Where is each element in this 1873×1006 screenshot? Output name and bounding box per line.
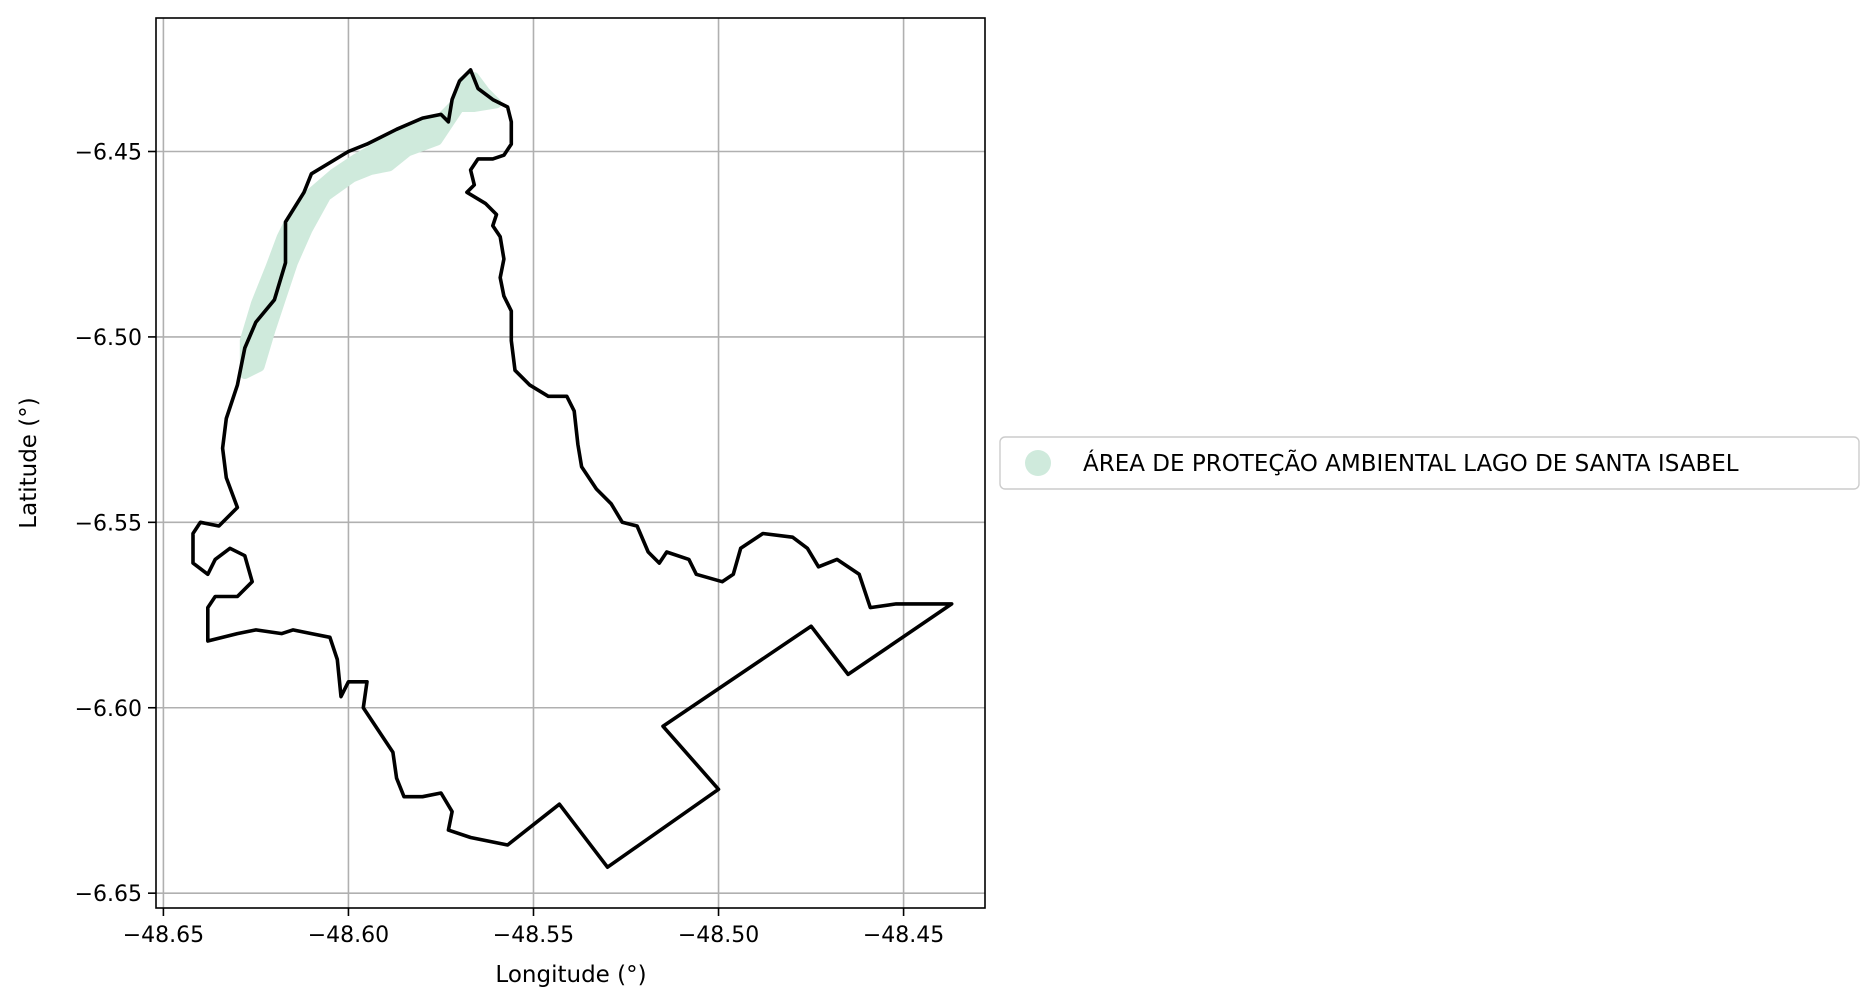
y-tick-label: −6.65 — [75, 882, 142, 907]
legend-box — [999, 436, 1860, 490]
plot-background — [156, 18, 985, 908]
x-tick-label: −48.60 — [308, 923, 389, 948]
protected-area-polygon — [239, 72, 502, 379]
y-tick-label: −6.45 — [75, 141, 142, 166]
boundary-outline — [191, 68, 954, 869]
x-tick-label: −48.45 — [863, 923, 944, 948]
plot-area — [155, 17, 986, 909]
x-axis-label: Longitude (°) — [495, 962, 646, 988]
y-axis-label: Latitude (°) — [16, 397, 42, 528]
grid-lines — [156, 18, 985, 908]
legend-label: ÁREA DE PROTEÇÃO AMBIENTAL LAGO DE SANTA… — [1083, 449, 1739, 477]
plot-frame — [155, 17, 986, 909]
x-tick-label: −48.65 — [123, 923, 204, 948]
legend-marker — [1025, 450, 1051, 476]
x-tick-label: −48.50 — [678, 923, 759, 948]
legend: ÁREA DE PROTEÇÃO AMBIENTAL LAGO DE SANTA… — [999, 436, 1860, 490]
y-tick-label: −6.55 — [75, 511, 142, 536]
boundary-layer — [191, 68, 954, 869]
x-axis-ticks: −48.65 −48.60 −48.55 −48.50 −48.45 — [123, 908, 944, 948]
protected-area-layer — [239, 72, 502, 379]
x-tick-label: −48.55 — [493, 923, 574, 948]
y-tick-label: −6.60 — [75, 697, 142, 722]
y-tick-label: −6.50 — [75, 326, 142, 351]
y-axis-ticks: −6.45 −6.50 −6.55 −6.60 −6.65 — [75, 141, 156, 907]
